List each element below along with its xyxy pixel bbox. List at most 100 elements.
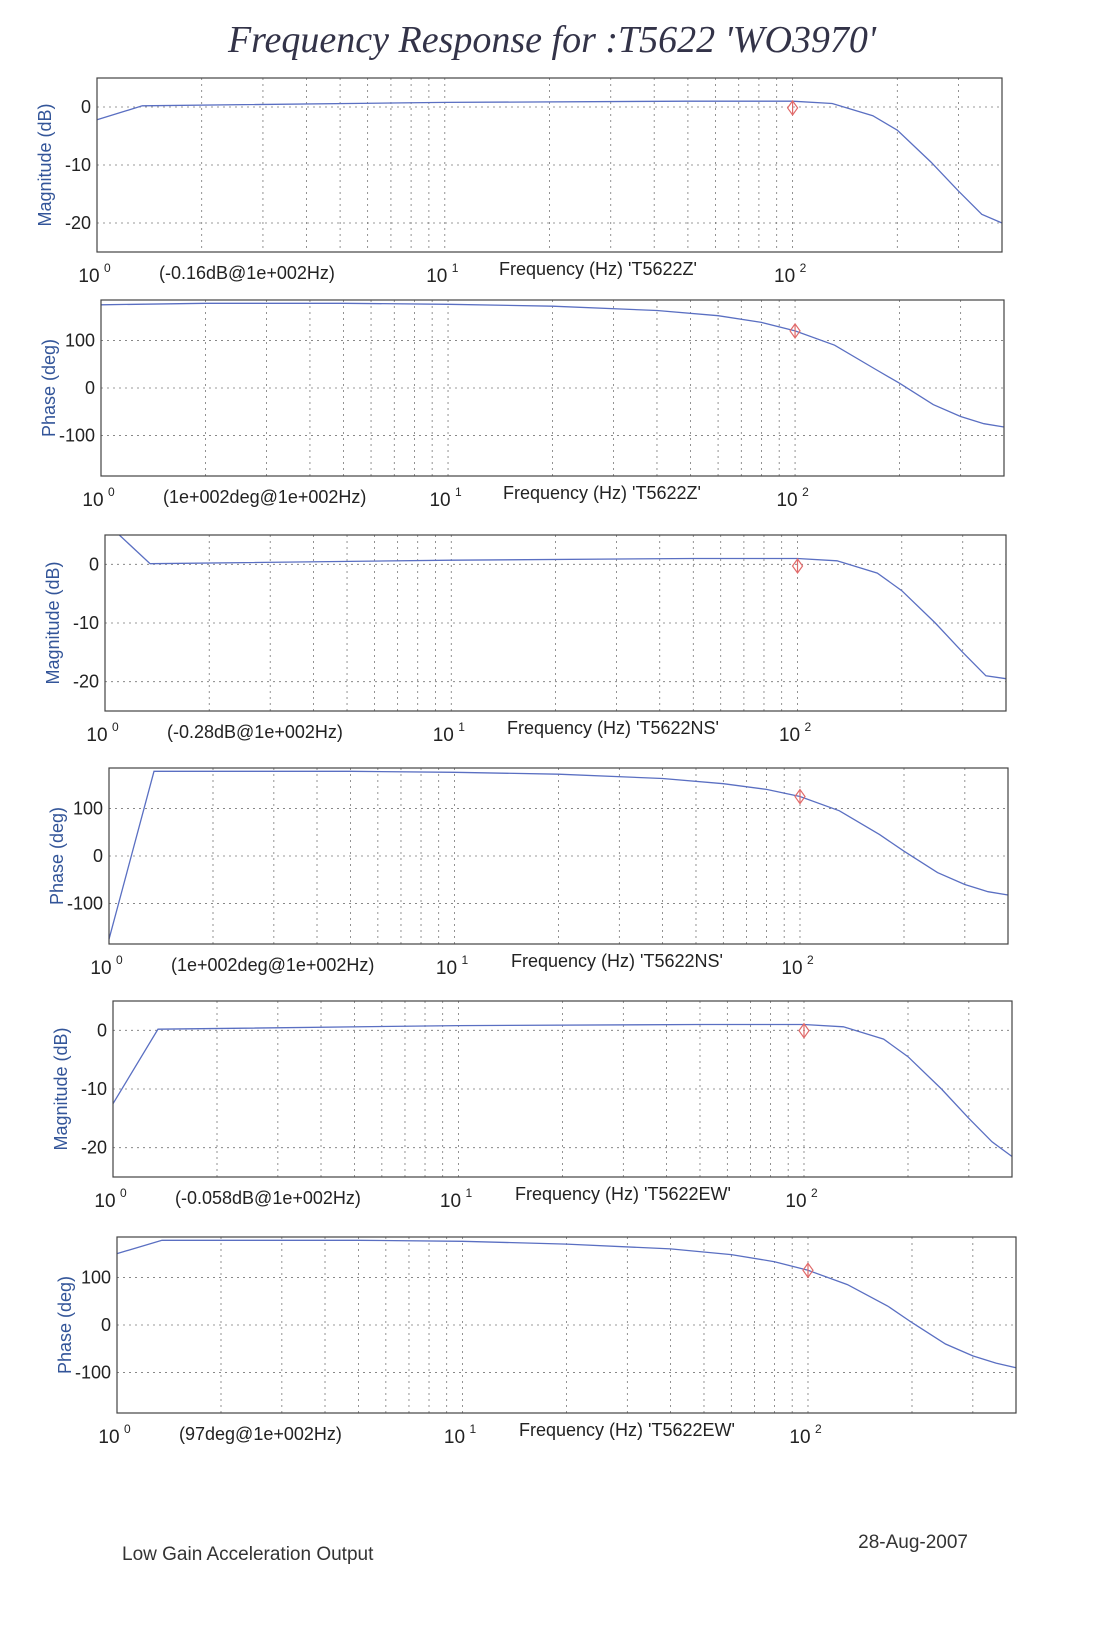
x-axis-label: Frequency (Hz) 'T5622Z' — [503, 483, 701, 503]
y-axis-label: Phase (deg) — [55, 1276, 75, 1374]
x-tick-label: 10 1 — [433, 720, 466, 746]
y-tick-label: -100 — [67, 894, 103, 914]
x-tick-exponent: 2 — [800, 261, 807, 275]
x-tick-base: 10 — [436, 958, 457, 979]
marker-diamond — [798, 1022, 810, 1039]
x-tick-base: 10 — [781, 958, 802, 979]
x-tick-exponent: 0 — [116, 953, 123, 967]
x-tick-exponent: 1 — [455, 485, 462, 499]
grid-horizontal — [97, 106, 1002, 224]
x-tick-exponent: 2 — [815, 1422, 822, 1436]
x-tick-exponent: 2 — [807, 953, 814, 967]
x-tick-exponent: 1 — [461, 953, 468, 967]
x-tick-exponent: 0 — [120, 1186, 127, 1200]
x-tick-base: 10 — [433, 725, 454, 746]
x-tick-base: 10 — [78, 266, 99, 287]
x-tick-base: 10 — [776, 490, 797, 511]
footer-left-label: Low Gain Acceleration Output — [122, 1544, 374, 1565]
y-tick-label: 0 — [97, 1020, 107, 1040]
axes-box — [96, 77, 1003, 253]
marker-annotation: (-0.28dB@1e+002Hz) — [167, 722, 343, 742]
axes-box — [112, 1000, 1013, 1178]
x-tick-label: 10 2 — [781, 953, 814, 979]
x-tick-base: 10 — [426, 266, 447, 287]
marker-diamond — [794, 788, 806, 805]
x-tick-base: 10 — [779, 725, 800, 746]
x-tick-exponent: 2 — [802, 485, 809, 499]
x-axis-label: Frequency (Hz) 'T5622NS' — [507, 718, 719, 738]
chart-panel-3: 0 -10 -20 Magnitude (dB) 10 0 10 1 10 2 (-0.28dB@1… — [43, 534, 1007, 746]
y-tick-label: 0 — [81, 97, 91, 117]
x-tick-label: 10 1 — [436, 953, 469, 979]
y-tick-label: -20 — [73, 672, 99, 692]
x-tick-base: 10 — [785, 1191, 806, 1212]
x-tick-exponent: 0 — [112, 720, 119, 734]
x-tick-label: 10 1 — [440, 1186, 473, 1212]
x-tick-label: 10 0 — [90, 953, 123, 979]
y-tick-label: -100 — [75, 1363, 111, 1383]
chart-panel-5: 0 -10 -20 Magnitude (dB) 10 0 10 1 10 2 (-0.058dB@… — [51, 1000, 1013, 1212]
x-tick-label: 10 0 — [86, 720, 119, 746]
marker-diamond — [786, 99, 799, 116]
x-axis-label: Frequency (Hz) 'T5622EW' — [515, 1184, 731, 1204]
marker-diamond — [802, 1262, 814, 1279]
y-axis-label: Phase (deg) — [39, 339, 59, 437]
marker-annotation: (-0.058dB@1e+002Hz) — [175, 1188, 361, 1208]
x-tick-base: 10 — [429, 490, 450, 511]
x-tick-base: 10 — [444, 1427, 465, 1448]
y-axis-label: Magnitude (dB) — [51, 1027, 71, 1150]
y-tick-label: 100 — [81, 1267, 111, 1287]
y-tick-label: 0 — [93, 846, 103, 866]
marker-diamond — [789, 322, 801, 339]
footer-date: 28-Aug-2007 — [858, 1532, 968, 1553]
x-tick-label: 10 2 — [789, 1422, 822, 1448]
x-tick-label: 10 0 — [98, 1422, 131, 1448]
x-tick-base: 10 — [86, 725, 107, 746]
x-tick-exponent: 1 — [465, 1186, 472, 1200]
x-tick-exponent: 0 — [124, 1422, 131, 1436]
response-curve — [96, 100, 1003, 224]
chart-panel-1: 0 -10 -20 Magnitude (dB) 10 0 10 1 10 2 (-0.16dB@1… — [35, 77, 1003, 287]
response-curve — [112, 1023, 1013, 1158]
x-axis-label: Frequency (Hz) 'T5622EW' — [519, 1420, 735, 1440]
response-curve — [100, 302, 1005, 428]
x-tick-exponent: 1 — [469, 1422, 476, 1436]
y-tick-label: -10 — [73, 613, 99, 633]
x-tick-label: 10 0 — [82, 485, 115, 511]
x-tick-label: 10 1 — [429, 485, 462, 511]
x-tick-base: 10 — [82, 490, 103, 511]
x-tick-label: 10 0 — [94, 1186, 127, 1212]
x-tick-label: 10 2 — [779, 720, 812, 746]
x-tick-base: 10 — [94, 1191, 115, 1212]
x-tick-label: 10 0 — [78, 261, 111, 287]
y-tick-label: -10 — [81, 1079, 107, 1099]
y-axis-label: Magnitude (dB) — [43, 561, 63, 684]
y-tick-label: 0 — [101, 1315, 111, 1335]
grid-horizontal — [101, 340, 1004, 436]
marker-diamond — [791, 557, 804, 575]
y-tick-label: 100 — [73, 798, 103, 818]
x-tick-exponent: 2 — [805, 720, 812, 734]
x-tick-exponent: 0 — [104, 261, 111, 275]
x-tick-exponent: 1 — [458, 720, 465, 734]
response-curve — [108, 770, 1009, 940]
y-tick-label: -20 — [81, 1138, 107, 1158]
x-tick-label: 10 1 — [444, 1422, 477, 1448]
x-tick-exponent: 1 — [452, 261, 459, 275]
y-tick-label: 0 — [85, 378, 95, 398]
figure-title: Frequency Response for :T5622 'WO3970' — [227, 19, 877, 61]
response-curve — [116, 1239, 1017, 1369]
axes-box — [108, 767, 1009, 945]
y-axis-label: Phase (deg) — [47, 807, 67, 905]
x-tick-label: 10 1 — [426, 261, 459, 287]
y-tick-label: 0 — [89, 554, 99, 574]
y-axis-label: Magnitude (dB) — [35, 103, 55, 226]
y-tick-label: -100 — [59, 426, 95, 446]
axes-box — [116, 1236, 1017, 1414]
